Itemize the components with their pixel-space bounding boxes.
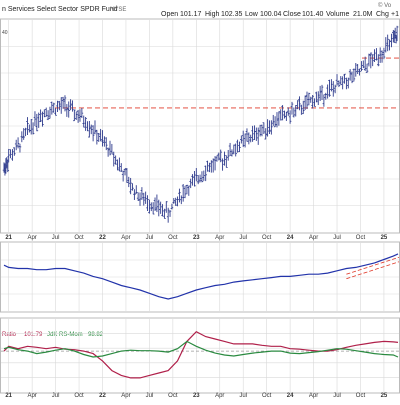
x-tick-label: Jul [52, 235, 60, 241]
x-tick-label: Apr [121, 393, 130, 399]
x-tick-label: Jul [239, 393, 247, 399]
rs-ratio-line [3, 330, 399, 379]
x-tick-label: Apr [215, 235, 224, 241]
volume-label: Volume [326, 11, 349, 18]
x-tick-label: Oct [74, 235, 84, 241]
x-tick-label: Apr [121, 235, 130, 241]
volume-value: 21.0M [353, 11, 373, 18]
x-tick-label: 21 [5, 235, 12, 241]
x-tick-label: 25 [381, 235, 388, 241]
chg-value: +1 [391, 11, 399, 18]
x-tick-label: Oct [356, 393, 366, 399]
rs-momentum-line [3, 340, 399, 358]
x-tick-label: 23 [193, 393, 200, 399]
channel-line-upper [346, 256, 400, 275]
ratio-value: 101.79 [24, 332, 43, 338]
x-tick-label: Jul [52, 393, 60, 399]
x-tick-label: Oct [74, 393, 84, 399]
ratio-line-layer [3, 253, 400, 300]
rrg-lines-layer [1, 330, 399, 379]
left-axis-value: 40 [2, 30, 8, 36]
corner-text: © Vo [378, 2, 392, 9]
chg-label: Chg [376, 11, 389, 18]
x-axis-labels: 21 21 Apr Apr Jul Jul Oct Oct 22 22 Apr Apr Jul Jul Oc… [5, 235, 388, 399]
x-tick-label: 24 [287, 235, 294, 241]
x-tick-label: Jul [146, 393, 154, 399]
x-tick-label: Apr [309, 393, 318, 399]
price-bars-layer [2, 25, 399, 223]
close-value: 101.40 [302, 11, 324, 18]
x-tick-label: Oct [262, 393, 272, 399]
mom-value: 98.82 [88, 332, 104, 338]
rrg-panel-frame [0, 317, 400, 394]
high-value: 102.35 [221, 11, 243, 18]
high-label: High [205, 11, 220, 18]
close-label: Close [283, 11, 301, 18]
x-tick-label: Apr [27, 235, 36, 241]
x-tick-label: Jul [333, 235, 341, 241]
grid-layer [1, 20, 399, 392]
open-label: Open [161, 11, 178, 18]
jdk-label: JdK RS-Mom [47, 332, 83, 338]
low-label: Low [245, 11, 259, 18]
open-value: 101.17 [180, 11, 202, 18]
x-tick-label: Apr [309, 235, 318, 241]
exchange-label: NYSE [110, 7, 126, 13]
x-tick-label: Jul [239, 235, 247, 241]
low-value: 100.04 [260, 11, 282, 18]
x-tick-label: Oct [356, 235, 366, 241]
x-tick-label: 25 [381, 393, 388, 399]
fund-title: n Services Select Sector SPDR Fund [2, 6, 118, 13]
channel-line-lower [346, 261, 400, 280]
ratio-label: Ratio [2, 332, 17, 338]
x-tick-label: Oct [262, 235, 272, 241]
ratio-line [3, 253, 399, 300]
x-tick-label: 24 [287, 393, 294, 399]
x-tick-label: 22 [99, 393, 106, 399]
x-tick-label: Apr [215, 393, 224, 399]
x-tick-label: Oct [168, 235, 178, 241]
x-tick-label: 23 [193, 235, 200, 241]
x-tick-label: Apr [27, 393, 36, 399]
x-tick-label: Jul [146, 235, 154, 241]
x-tick-label: Oct [168, 393, 178, 399]
x-tick-label: Jul [333, 393, 341, 399]
x-tick-label: 21 [5, 393, 12, 399]
x-tick-label: 22 [99, 235, 106, 241]
